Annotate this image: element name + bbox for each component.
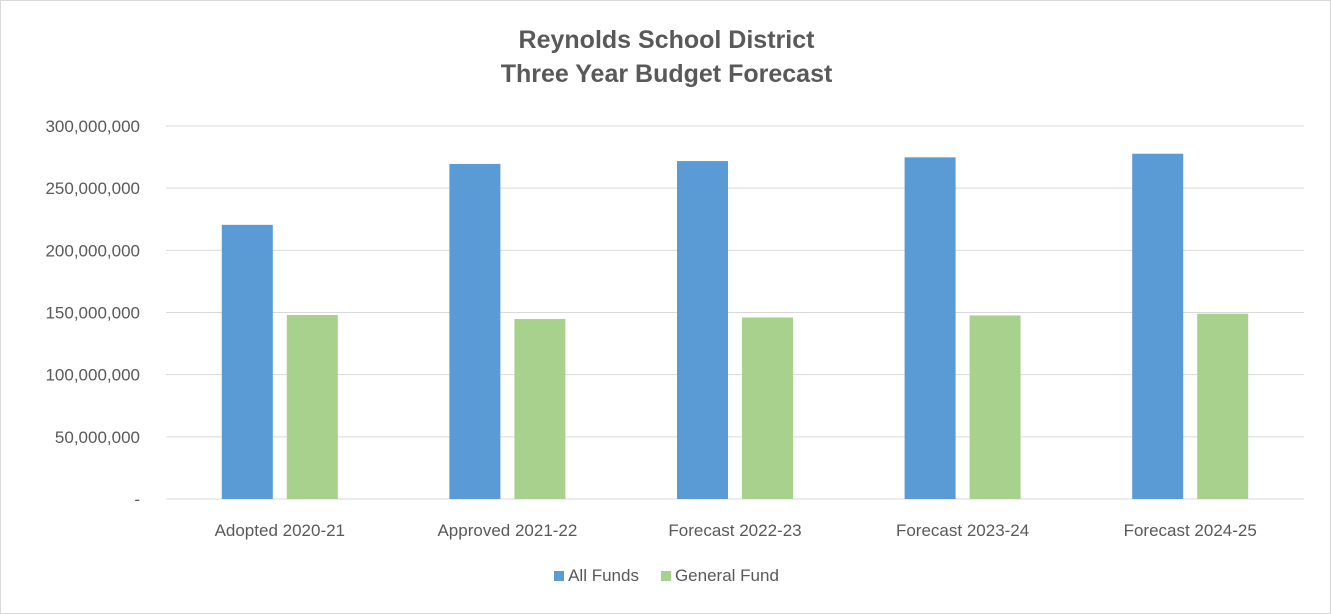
legend-label-general-fund: General Fund [674, 566, 779, 585]
bars [221, 153, 1249, 500]
y-tick-label: 100,000,000 [45, 366, 140, 385]
legend-swatch-general-fund [660, 571, 671, 581]
bar-all-funds [677, 161, 728, 499]
chart-title-line-2: Three Year Budget Forecast [500, 60, 833, 88]
bar-general-fund [286, 314, 338, 499]
gridlines [166, 125, 1304, 500]
x-axis-tick-labels: Adopted 2020-21 Approved 2021-22 Forecast … [215, 521, 1257, 540]
y-axis-tick-labels: - 50,000,000 100,000,000 150,000,000 200,000… [45, 117, 140, 509]
bar-general-fund [514, 318, 566, 499]
legend-item-general-fund: General Fund [660, 566, 779, 586]
y-tick-label: - [134, 490, 140, 509]
plot-area: - 50,000,000 100,000,000 150,000,000 200,000… [45, 117, 1304, 540]
bar-all-funds [221, 224, 273, 499]
chart-title: Reynolds School District Three Year Budg… [1, 23, 1331, 91]
bar-all-funds [449, 163, 501, 499]
bar-general-fund [969, 315, 1021, 499]
legend: All Funds General Fund [1, 566, 1331, 586]
bar-all-funds [1132, 153, 1184, 500]
y-tick-label: 150,000,000 [45, 304, 140, 323]
x-tick-label: Forecast 2024-25 [1124, 521, 1257, 540]
x-tick-label: Forecast 2023-24 [896, 521, 1029, 540]
bar-general-fund [742, 317, 793, 499]
y-tick-label: 250,000,000 [45, 179, 140, 198]
legend-item-all-funds: All Funds [554, 566, 639, 586]
legend-label-all-funds: All Funds [568, 566, 639, 585]
x-tick-label: Adopted 2020-21 [215, 521, 345, 540]
x-tick-label: Forecast 2022-23 [668, 521, 801, 540]
legend-swatch-all-funds [554, 571, 565, 581]
bar-general-fund [1197, 313, 1249, 499]
bar-all-funds [904, 157, 956, 499]
y-tick-label: 50,000,000 [55, 428, 140, 447]
chart-title-line-1: Reynolds School District [518, 26, 815, 54]
x-tick-label: Approved 2021-22 [437, 521, 577, 540]
y-tick-label: 300,000,000 [45, 117, 140, 136]
y-tick-label: 200,000,000 [45, 241, 140, 260]
